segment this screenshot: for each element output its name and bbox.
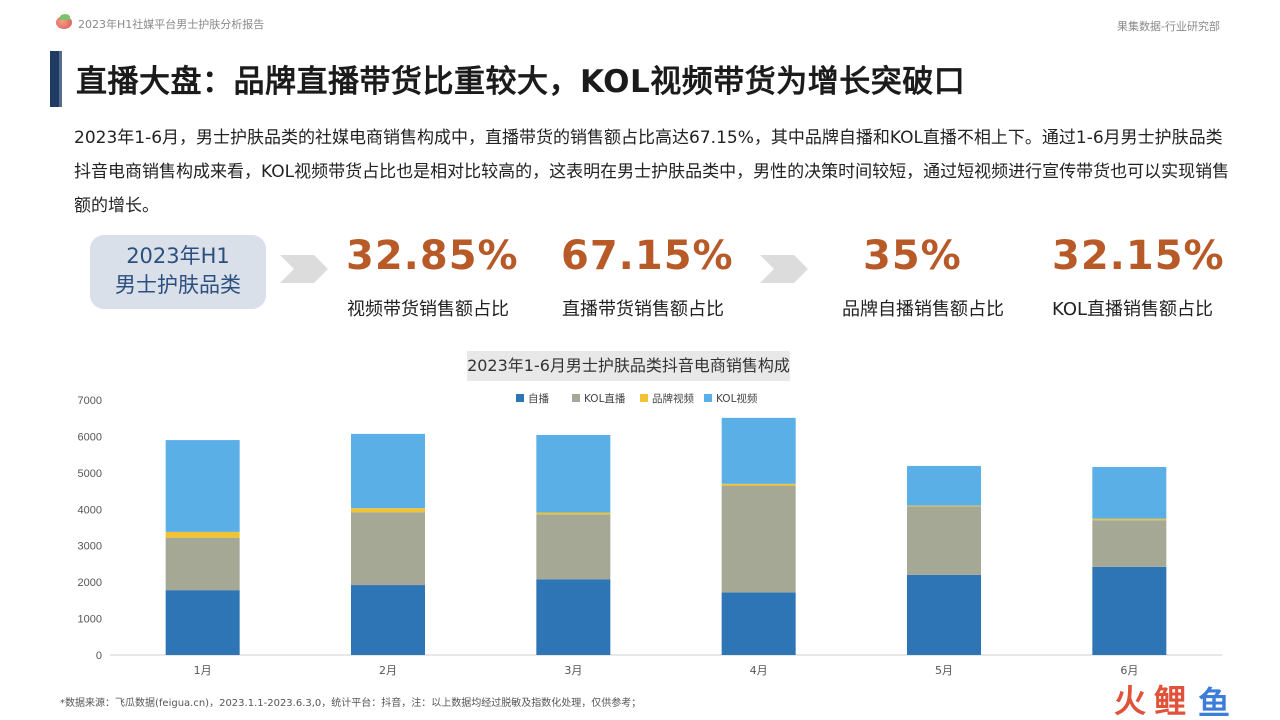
chevron-right-icon [760, 255, 808, 283]
bar-segment [907, 505, 981, 507]
bar-segment [907, 506, 981, 575]
x-tick-label: 6月 [1120, 664, 1138, 677]
watermark-char-1: 火 [1114, 682, 1147, 720]
x-tick-label: 3月 [564, 664, 582, 677]
bar-segment [907, 465, 981, 506]
legend-swatch [572, 394, 580, 402]
bar-segment [536, 434, 611, 513]
legend-swatch [640, 394, 648, 402]
x-tick-label: 2月 [379, 664, 397, 677]
watermark-logo: 火 鲤 鱼 [1114, 676, 1264, 720]
description-paragraph: 2023年1-6月，男士护肤品类的社媒电商销售构成中，直播带货的销售额占比高达6… [74, 128, 1230, 216]
bar-segment [536, 514, 611, 580]
bar-segment [536, 512, 611, 515]
bar-segment [165, 440, 240, 532]
bar-segment [721, 592, 796, 655]
y-tick-label: 0 [96, 650, 102, 662]
bar-segment [351, 508, 425, 513]
bar-segment [1092, 566, 1167, 655]
bar-segment [165, 531, 240, 538]
x-tick-label: 5月 [935, 664, 953, 677]
bar-segment [351, 512, 425, 586]
bar-segment [351, 585, 425, 655]
legend-swatch [516, 394, 524, 402]
legend-label: KOL视频 [716, 392, 758, 405]
watermark-char-2: 鲤 [1154, 682, 1187, 720]
bar-segment [536, 579, 611, 655]
chart-title: 2023年1-6月男士护肤品类抖音电商销售构成 [467, 351, 790, 381]
x-tick-label: 4月 [750, 664, 768, 677]
stat-value-video: 32.85% [346, 233, 519, 279]
stat-label-brand-live: 品牌自播销售额占比 [842, 299, 1004, 320]
bar-segment [165, 537, 240, 591]
bar-segment [907, 574, 981, 655]
chevron-right-icon [280, 255, 328, 283]
top-header: 2023年H1社媒平台男士护肤分析报告 果集数据-行业研究部 [0, 0, 1280, 46]
stat-value-brand-live: 35% [863, 233, 962, 279]
legend-swatch [704, 394, 712, 402]
y-tick-label: 7000 [78, 395, 102, 407]
bar-segment [1092, 467, 1167, 519]
y-tick-label: 6000 [78, 431, 102, 443]
y-tick-label: 1000 [78, 614, 102, 626]
category-badge: 2023年H1 男士护肤品类 [90, 235, 266, 309]
watermark-char-3: 鱼 [1198, 684, 1231, 720]
bar-segment [165, 590, 240, 655]
y-tick-label: 5000 [78, 468, 102, 480]
y-tick-label: 3000 [78, 541, 102, 553]
badge-line-1: 2023年H1 [126, 244, 230, 268]
department-label: 果集数据-行业研究部 [1117, 20, 1220, 33]
bar-segment [721, 485, 796, 593]
y-tick-label: 4000 [78, 504, 102, 516]
legend-label: KOL直播 [584, 392, 626, 405]
legend-label: 品牌视频 [652, 392, 694, 405]
legend-label: 自播 [528, 392, 549, 405]
stat-label-live: 直播带货销售额占比 [562, 299, 724, 320]
bar-segment [721, 417, 796, 484]
stat-value-kol-live: 32.15% [1052, 233, 1225, 279]
stat-value-live: 67.15% [561, 233, 734, 279]
source-note: *数据来源：飞瓜数据(feigua.cn)，2023.1.1-2023.6.3,… [60, 698, 642, 709]
badge-line-2: 男士护肤品类 [115, 273, 241, 297]
x-tick-label: 1月 [194, 664, 212, 677]
logo-leaf-icon [60, 14, 70, 20]
stat-label-video: 视频带货销售额占比 [347, 299, 509, 320]
report-title: 2023年H1社媒平台男士护肤分析报告 [78, 18, 265, 31]
title-accent-bar [50, 51, 62, 107]
bar-segment [1092, 520, 1167, 567]
y-tick-label: 2000 [78, 577, 102, 589]
page-title: 直播大盘：品牌直播带货比重较大，KOL视频带货为增长突破口 [76, 64, 966, 100]
bar-segment [1092, 518, 1167, 521]
stat-label-kol-live: KOL直播销售额占比 [1052, 299, 1214, 320]
bar-segment [721, 483, 796, 486]
bar-segment [351, 433, 425, 509]
